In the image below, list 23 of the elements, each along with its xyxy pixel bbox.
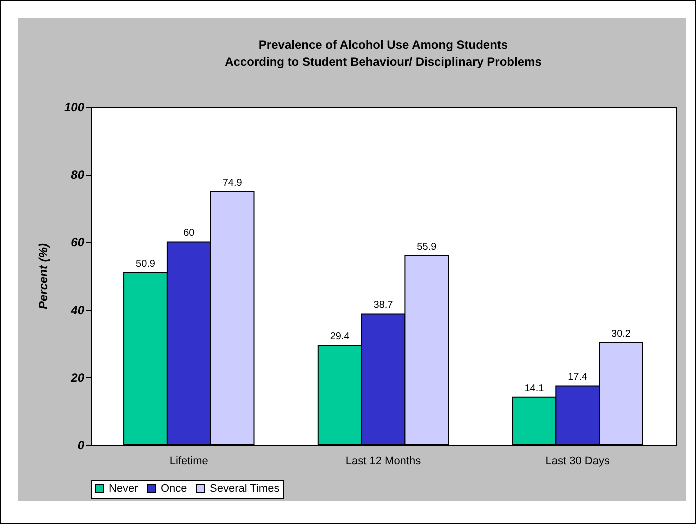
y-tick-label: 60 bbox=[71, 236, 85, 250]
y-tick-label: 80 bbox=[71, 168, 85, 182]
y-tick-label: 20 bbox=[70, 370, 85, 385]
data-label: 14.1 bbox=[524, 383, 545, 394]
y-tick-label: 40 bbox=[70, 303, 85, 318]
data-label: 38.7 bbox=[374, 300, 394, 312]
y-tick-label: 100 bbox=[64, 100, 85, 114]
chart-title: Prevalence of Alcohol Use Among Students According to Student Behaviour/ Disciplinary Problems bbox=[225, 38, 542, 69]
data-label: 60 bbox=[184, 228, 196, 240]
legend-label: Once bbox=[161, 482, 188, 495]
y-axis-title: Percent (%) bbox=[36, 243, 50, 310]
data-label: 17.4 bbox=[568, 372, 588, 384]
data-label: 55.9 bbox=[417, 242, 438, 254]
legend-label: Several Times bbox=[210, 482, 280, 495]
data-label: 50.9 bbox=[136, 258, 156, 270]
y-tick-label: 0 bbox=[78, 438, 85, 452]
x-tick-label: Last 12 Months bbox=[346, 456, 422, 468]
data-label: 74.9 bbox=[222, 178, 243, 189]
data-label: 30.2 bbox=[612, 328, 632, 340]
x-tick-label: Last 30 Days bbox=[546, 456, 610, 468]
legend-label: Never bbox=[109, 482, 139, 495]
x-tick-label: Lifetime bbox=[170, 456, 208, 468]
data-label: 29.4 bbox=[330, 332, 350, 343]
